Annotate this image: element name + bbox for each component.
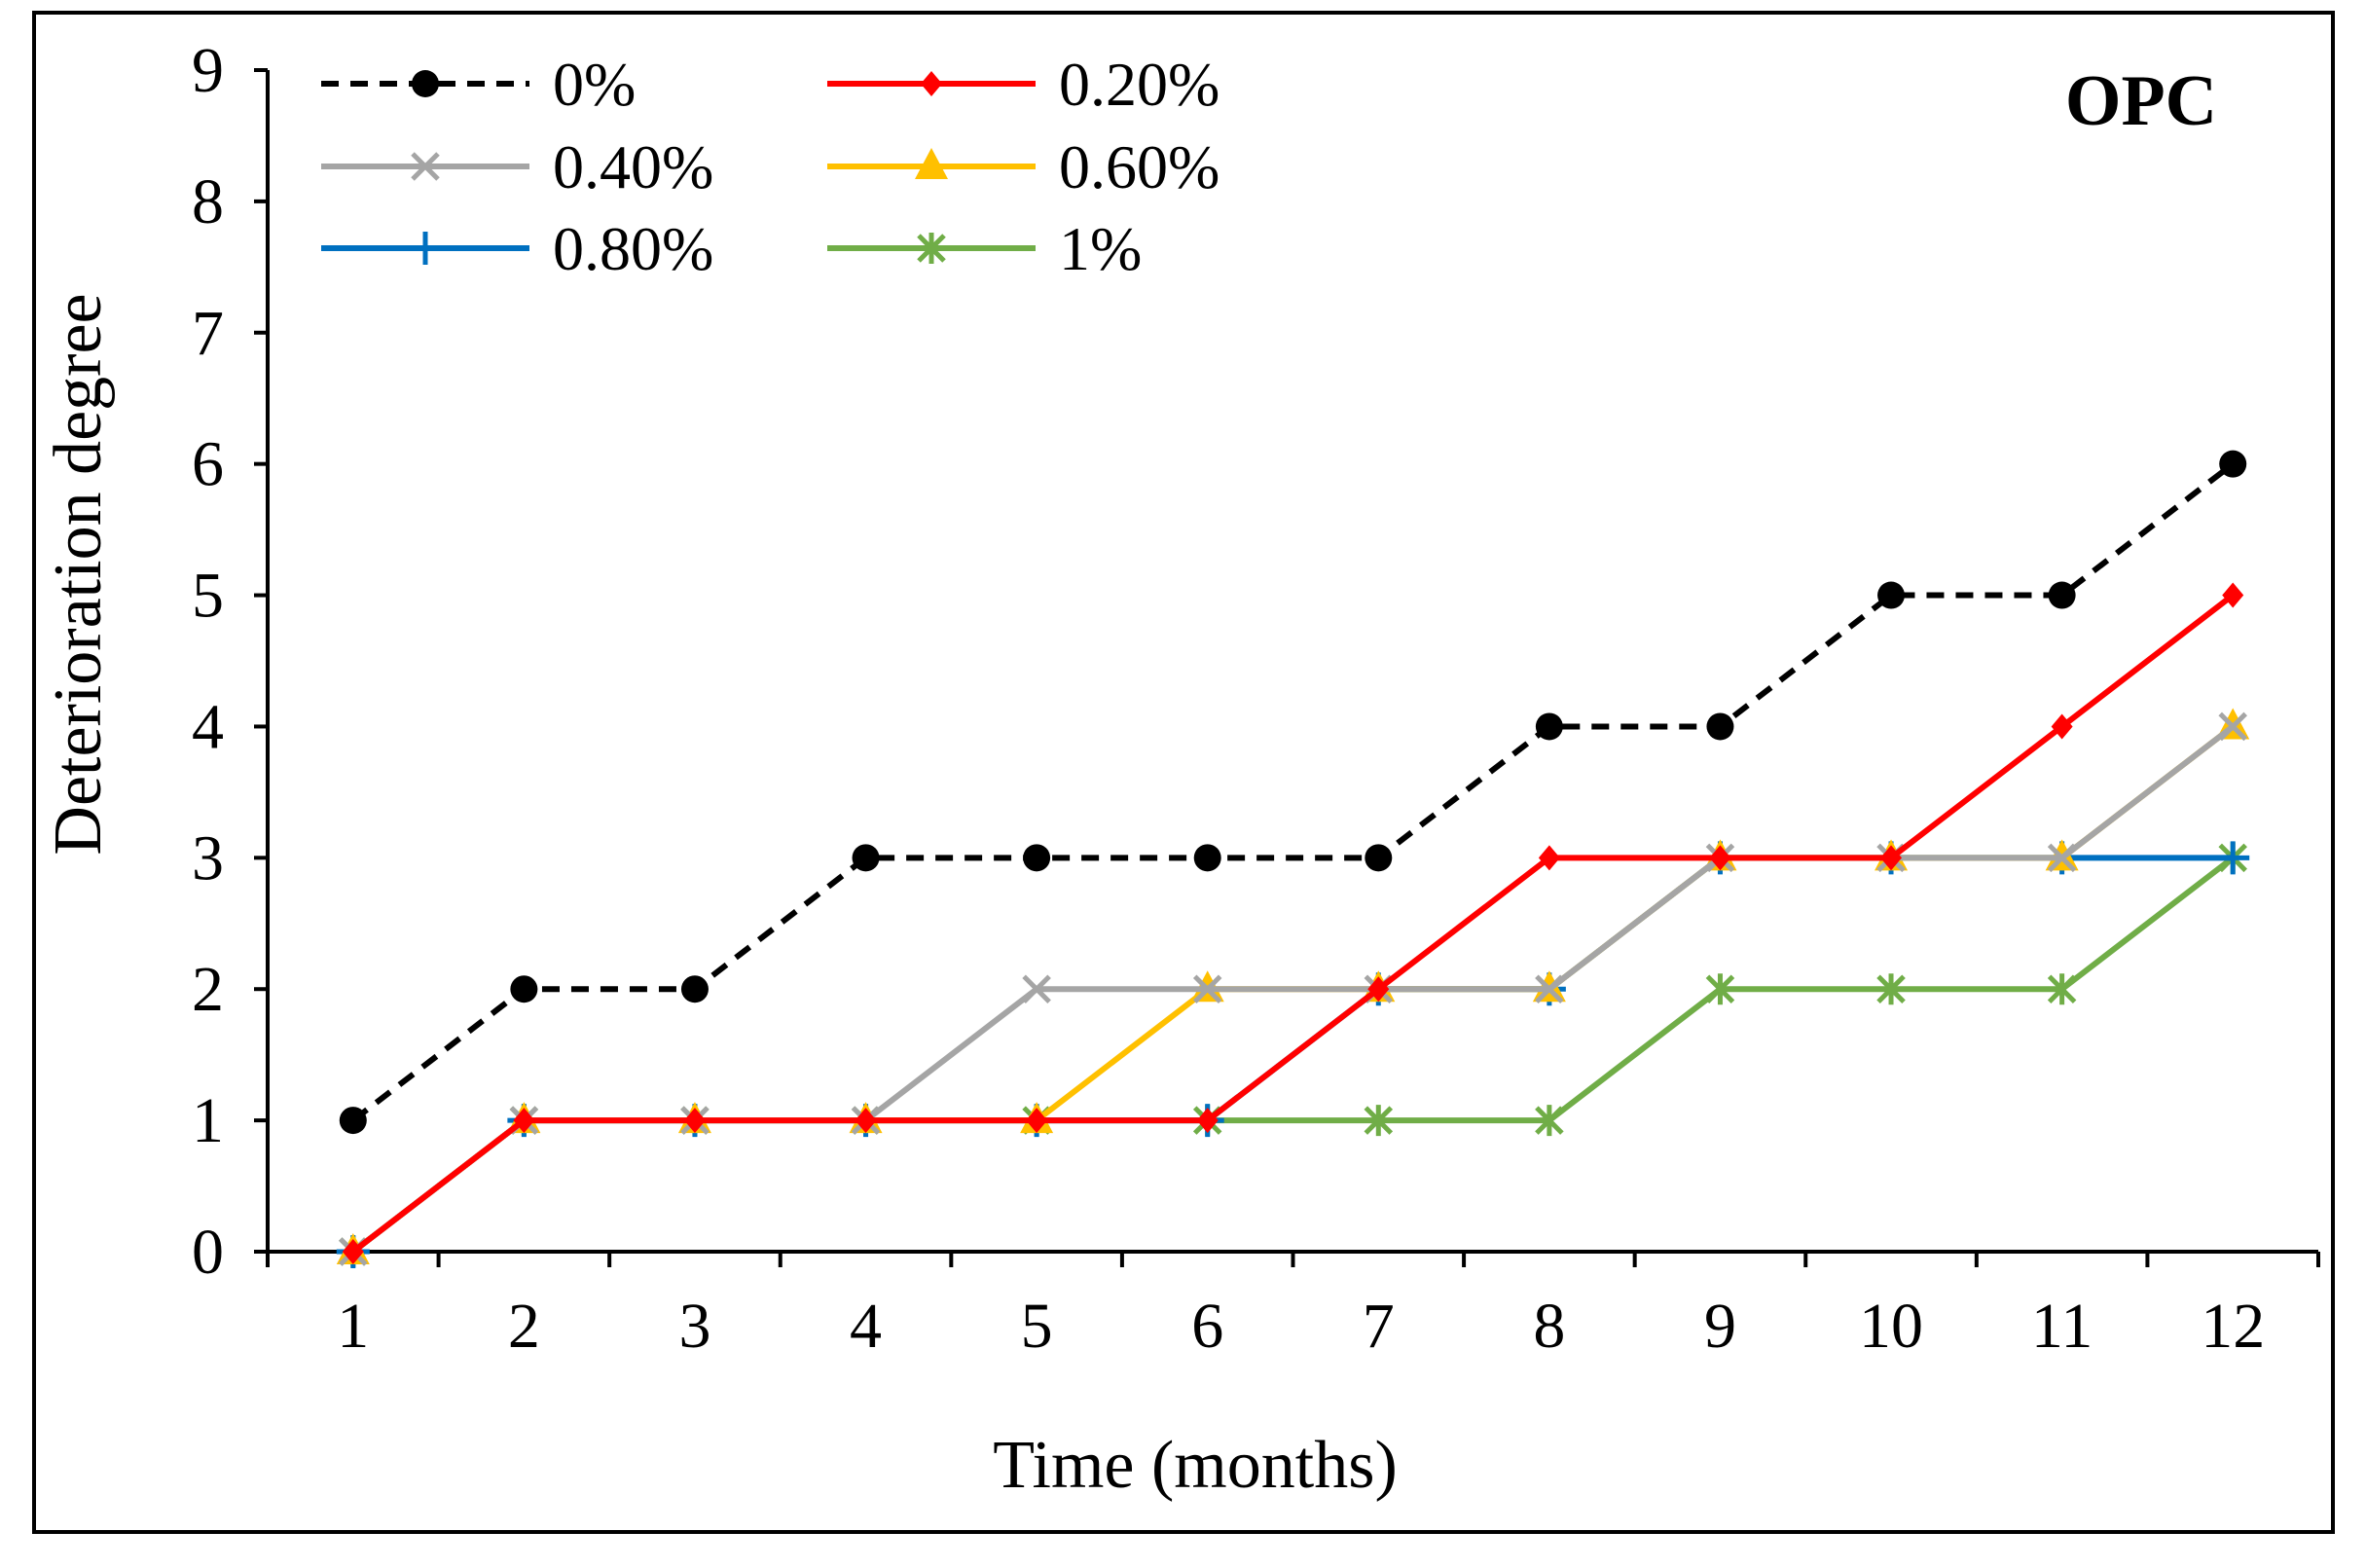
x-tick-label: 11	[2031, 1291, 2093, 1362]
legend-marker	[412, 70, 439, 97]
data-point	[1705, 973, 1735, 1005]
series-0	[339, 450, 2247, 1135]
data-point	[1709, 845, 1731, 871]
data-point	[2047, 843, 2077, 873]
data-point	[339, 1107, 367, 1135]
data-point	[1365, 844, 1393, 872]
legend-label: 0.20%	[1059, 50, 1219, 119]
legend-marker	[409, 232, 442, 265]
data-point	[683, 1108, 706, 1134]
series-layer	[336, 450, 2250, 1268]
data-point	[2048, 581, 2076, 609]
legend-item: 0%	[321, 50, 636, 119]
data-point	[510, 975, 538, 1003]
x-axis-title: Time (months)	[993, 1428, 1398, 1503]
data-point	[1876, 973, 1906, 1005]
y-tick-label: 5	[192, 561, 224, 632]
y-axis-title: Deterioration degree	[41, 293, 116, 855]
legend-label: 0%	[553, 50, 636, 119]
data-point	[1535, 974, 1564, 1003]
legend-label: 0.80%	[553, 214, 713, 283]
legend-marker	[411, 152, 440, 181]
legend-item: 1%	[827, 214, 1142, 283]
data-point	[1535, 1105, 1564, 1137]
legend-label: 0.40%	[553, 132, 713, 201]
legend-item: 0.60%	[827, 132, 1219, 201]
legend-label: 1%	[1059, 214, 1142, 283]
data-point	[2216, 841, 2250, 875]
data-point	[1022, 974, 1051, 1003]
legend-marker	[915, 148, 948, 179]
data-point	[2218, 711, 2247, 742]
legend-marker	[921, 71, 942, 96]
x-tick-label: 12	[2201, 1291, 2265, 1362]
series-line	[350, 461, 2236, 1123]
x-tick-label: 3	[678, 1291, 710, 1362]
data-point	[1026, 1108, 1048, 1134]
series-1	[342, 582, 2244, 1264]
series-line	[350, 593, 2236, 1255]
data-point	[2219, 450, 2247, 478]
x-tick-label: 8	[1533, 1291, 1565, 1362]
data-point	[513, 1108, 535, 1134]
y-tick-label: 3	[192, 822, 224, 893]
data-point	[1193, 844, 1221, 872]
data-point	[1367, 976, 1390, 1003]
y-tick-label: 6	[192, 429, 224, 500]
data-point	[855, 1108, 877, 1134]
legend-item: 0.20%	[827, 50, 1219, 119]
data-point	[1364, 1105, 1394, 1137]
x-tick-label: 9	[1704, 1291, 1736, 1362]
corner-label: OPC	[2065, 61, 2217, 141]
chart-frame	[32, 11, 2335, 1534]
data-point	[2222, 582, 2244, 608]
legend-label: 0.60%	[1059, 132, 1219, 201]
data-point	[1880, 845, 1903, 871]
data-point	[1192, 974, 1222, 1003]
legend-item: 0.80%	[321, 214, 713, 283]
data-point	[342, 1239, 364, 1264]
data-point	[2051, 713, 2073, 740]
y-tick-label: 9	[192, 35, 224, 106]
x-tick-label: 7	[1363, 1291, 1395, 1362]
y-tick-label: 8	[192, 166, 224, 237]
x-tick-label: 10	[1859, 1291, 1923, 1362]
data-point	[2047, 973, 2077, 1005]
legend-marker	[917, 233, 946, 264]
y-tick-label: 7	[192, 298, 224, 369]
data-point	[1196, 1108, 1219, 1134]
data-point	[852, 844, 880, 872]
y-tick-label: 2	[192, 954, 224, 1025]
y-tick-label: 1	[192, 1085, 224, 1156]
legend: 0% 0.20% 0.40% 0.60% 0.80% 1%	[321, 50, 1219, 283]
x-tick-label: 2	[508, 1291, 540, 1362]
x-tick-label: 6	[1191, 1291, 1223, 1362]
data-point	[1538, 845, 1560, 871]
x-tick-label: 5	[1021, 1291, 1053, 1362]
y-tick-label: 0	[192, 1217, 224, 1288]
x-tick-label: 4	[850, 1291, 882, 1362]
y-tick-label: 4	[192, 691, 224, 762]
legend-item: 0.40%	[321, 132, 713, 201]
data-point	[1023, 844, 1051, 872]
data-point	[680, 975, 709, 1003]
x-tick-label: 1	[337, 1291, 369, 1362]
data-point	[1535, 712, 1563, 741]
data-point	[1706, 712, 1734, 741]
data-point	[1877, 581, 1906, 609]
